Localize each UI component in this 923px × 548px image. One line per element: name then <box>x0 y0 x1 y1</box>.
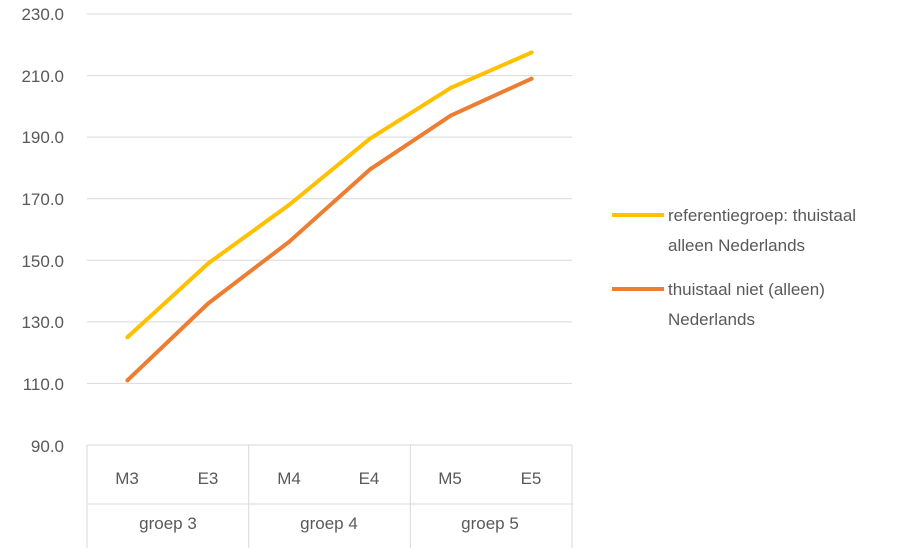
x-group-label: groep 4 <box>300 514 358 533</box>
data-point <box>367 167 372 172</box>
x-category-label: M3 <box>115 469 139 488</box>
x-group-label: groep 5 <box>461 514 519 533</box>
data-point <box>529 76 534 81</box>
data-point <box>367 136 372 141</box>
x-axis-group-labels: groep 3 groep 4 groep 5 <box>139 514 519 533</box>
legend-label-line: alleen Nederlands <box>668 236 805 255</box>
data-point <box>529 50 534 55</box>
data-point <box>125 378 130 383</box>
gridlines <box>87 13 572 446</box>
y-tick-label: 130.0 <box>21 313 64 332</box>
data-point <box>125 335 130 340</box>
y-tick-label: 210.0 <box>21 67 64 86</box>
y-tick-label: 150.0 <box>21 252 64 271</box>
y-tick-label: 230.0 <box>21 5 64 24</box>
series-1 <box>125 76 534 383</box>
series-0 <box>125 50 534 340</box>
series-line <box>126 50 533 339</box>
legend-item-referentiegroep: referentiegroep: thuistaal alleen Nederl… <box>612 206 856 255</box>
x-group-label: groep 3 <box>139 514 197 533</box>
y-tick-label: 90.0 <box>31 437 64 456</box>
x-axis-separators <box>86 445 573 548</box>
legend-label-line: referentiegroep: thuistaal <box>668 206 856 225</box>
x-category-label: M5 <box>438 469 462 488</box>
series-line <box>126 76 533 382</box>
x-category-label: E5 <box>521 469 542 488</box>
y-tick-label: 110.0 <box>23 375 64 394</box>
data-point <box>206 301 211 306</box>
y-tick-label: 170.0 <box>21 190 64 209</box>
x-category-label: E3 <box>198 469 219 488</box>
x-category-label: E4 <box>359 469 380 488</box>
y-axis-tick-labels: 230.0 210.0 190.0 170.0 150.0 130.0 110.… <box>21 5 64 456</box>
y-tick-label: 190.0 <box>21 128 64 147</box>
data-point <box>287 239 292 244</box>
data-point <box>206 261 211 266</box>
legend-item-thuistaal-niet: thuistaal niet (alleen) Nederlands <box>612 280 825 329</box>
x-category-label: M4 <box>277 469 301 488</box>
data-point <box>287 202 292 207</box>
legend: referentiegroep: thuistaal alleen Nederl… <box>612 206 856 329</box>
x-axis-category-labels: M3 E3 M4 E4 M5 E5 <box>115 469 541 488</box>
data-point <box>448 113 453 118</box>
legend-label-line: thuistaal niet (alleen) <box>668 280 825 299</box>
data-point <box>448 85 453 90</box>
legend-label-line: Nederlands <box>668 310 755 329</box>
